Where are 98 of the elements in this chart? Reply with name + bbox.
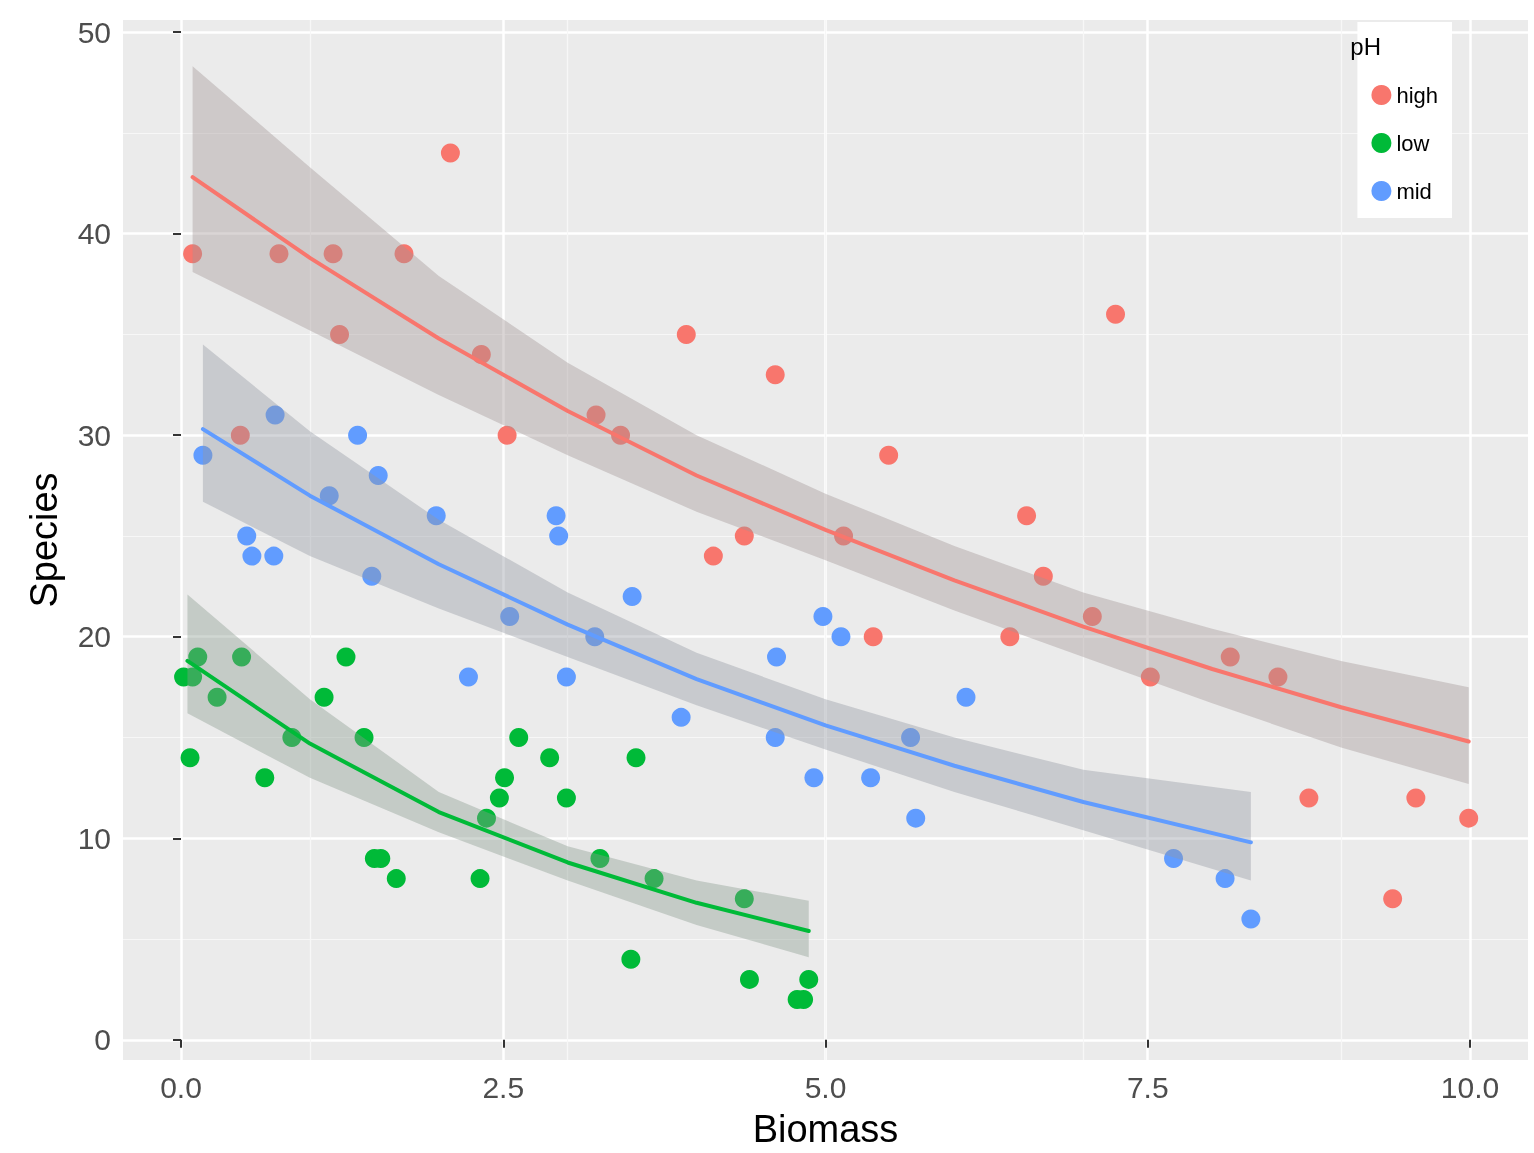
y-axis-title: Species <box>23 472 65 608</box>
point <box>180 748 200 768</box>
point <box>489 788 509 808</box>
point <box>734 889 754 909</box>
point <box>540 748 560 768</box>
point <box>1106 304 1126 324</box>
y-tick-label: 40 <box>77 217 111 251</box>
point <box>348 425 368 445</box>
line-series <box>190 175 1471 744</box>
point <box>1268 667 1288 687</box>
point <box>1406 788 1426 808</box>
point <box>362 566 382 586</box>
point <box>765 365 785 385</box>
point <box>813 607 833 627</box>
point <box>269 244 289 264</box>
point <box>676 324 696 344</box>
point <box>242 546 262 566</box>
point <box>188 647 208 667</box>
point <box>831 627 851 647</box>
point <box>193 445 213 465</box>
point <box>703 546 723 566</box>
point <box>255 768 275 788</box>
point <box>767 647 787 667</box>
point <box>1017 506 1037 526</box>
point <box>230 425 250 445</box>
point <box>546 506 566 526</box>
point <box>319 486 339 506</box>
x-tick-label: 2.5 <box>482 1070 525 1104</box>
point <box>207 687 227 707</box>
y-tick-label: 0 <box>94 1023 111 1057</box>
legend-label: mid <box>1396 178 1432 204</box>
point <box>586 405 606 425</box>
point <box>1140 667 1160 687</box>
point <box>1033 566 1053 586</box>
point <box>671 707 691 727</box>
point <box>368 466 388 485</box>
point <box>901 728 921 748</box>
point <box>386 869 406 889</box>
point <box>426 506 446 526</box>
point <box>906 808 926 828</box>
legend-label: low <box>1396 130 1430 156</box>
x-axis-title: Biomass <box>752 1108 899 1150</box>
point <box>956 687 976 707</box>
point <box>336 647 356 667</box>
point <box>1082 607 1102 627</box>
point <box>765 728 785 748</box>
point <box>265 405 285 425</box>
point <box>330 324 350 344</box>
point <box>237 526 257 546</box>
point <box>1241 909 1261 929</box>
point <box>734 526 754 546</box>
y-tick-label: 50 <box>77 15 111 49</box>
point <box>264 546 284 566</box>
point <box>509 728 529 748</box>
point <box>394 244 414 264</box>
point <box>622 586 642 606</box>
point <box>323 244 343 264</box>
x-tick-label: 0.0 <box>160 1070 202 1104</box>
point <box>799 969 819 989</box>
x-tick-label: 5.0 <box>804 1070 847 1104</box>
point <box>626 748 646 768</box>
point <box>1459 808 1479 828</box>
point <box>879 445 899 465</box>
y-tick-label: 10 <box>77 821 111 855</box>
legend-label: high <box>1396 82 1438 108</box>
point <box>497 425 517 445</box>
x-tick-label: 7.5 <box>1126 1070 1169 1104</box>
point <box>500 607 520 627</box>
point <box>314 687 334 707</box>
line-series <box>200 427 1253 845</box>
point <box>549 526 569 546</box>
point <box>863 627 883 647</box>
legend-title: pH <box>1350 32 1382 60</box>
point <box>739 969 759 989</box>
point <box>1164 848 1184 868</box>
x-tick-label: 10.0 <box>1440 1070 1500 1104</box>
point <box>804 768 824 788</box>
point <box>1383 889 1403 909</box>
point <box>556 788 576 808</box>
point <box>590 848 610 868</box>
point <box>458 667 478 687</box>
point <box>1215 869 1235 889</box>
point <box>477 808 496 828</box>
point <box>644 869 664 889</box>
point <box>861 768 881 788</box>
point <box>232 647 252 667</box>
point <box>1220 647 1240 667</box>
y-tick-label: 30 <box>77 418 111 452</box>
point <box>495 768 515 788</box>
point <box>1000 627 1020 647</box>
y-tick-label: 20 <box>77 620 111 654</box>
point <box>621 949 641 969</box>
point <box>470 869 490 889</box>
point <box>440 143 460 163</box>
point <box>183 244 203 264</box>
point <box>1299 788 1319 808</box>
point <box>354 728 374 748</box>
point <box>556 667 576 687</box>
